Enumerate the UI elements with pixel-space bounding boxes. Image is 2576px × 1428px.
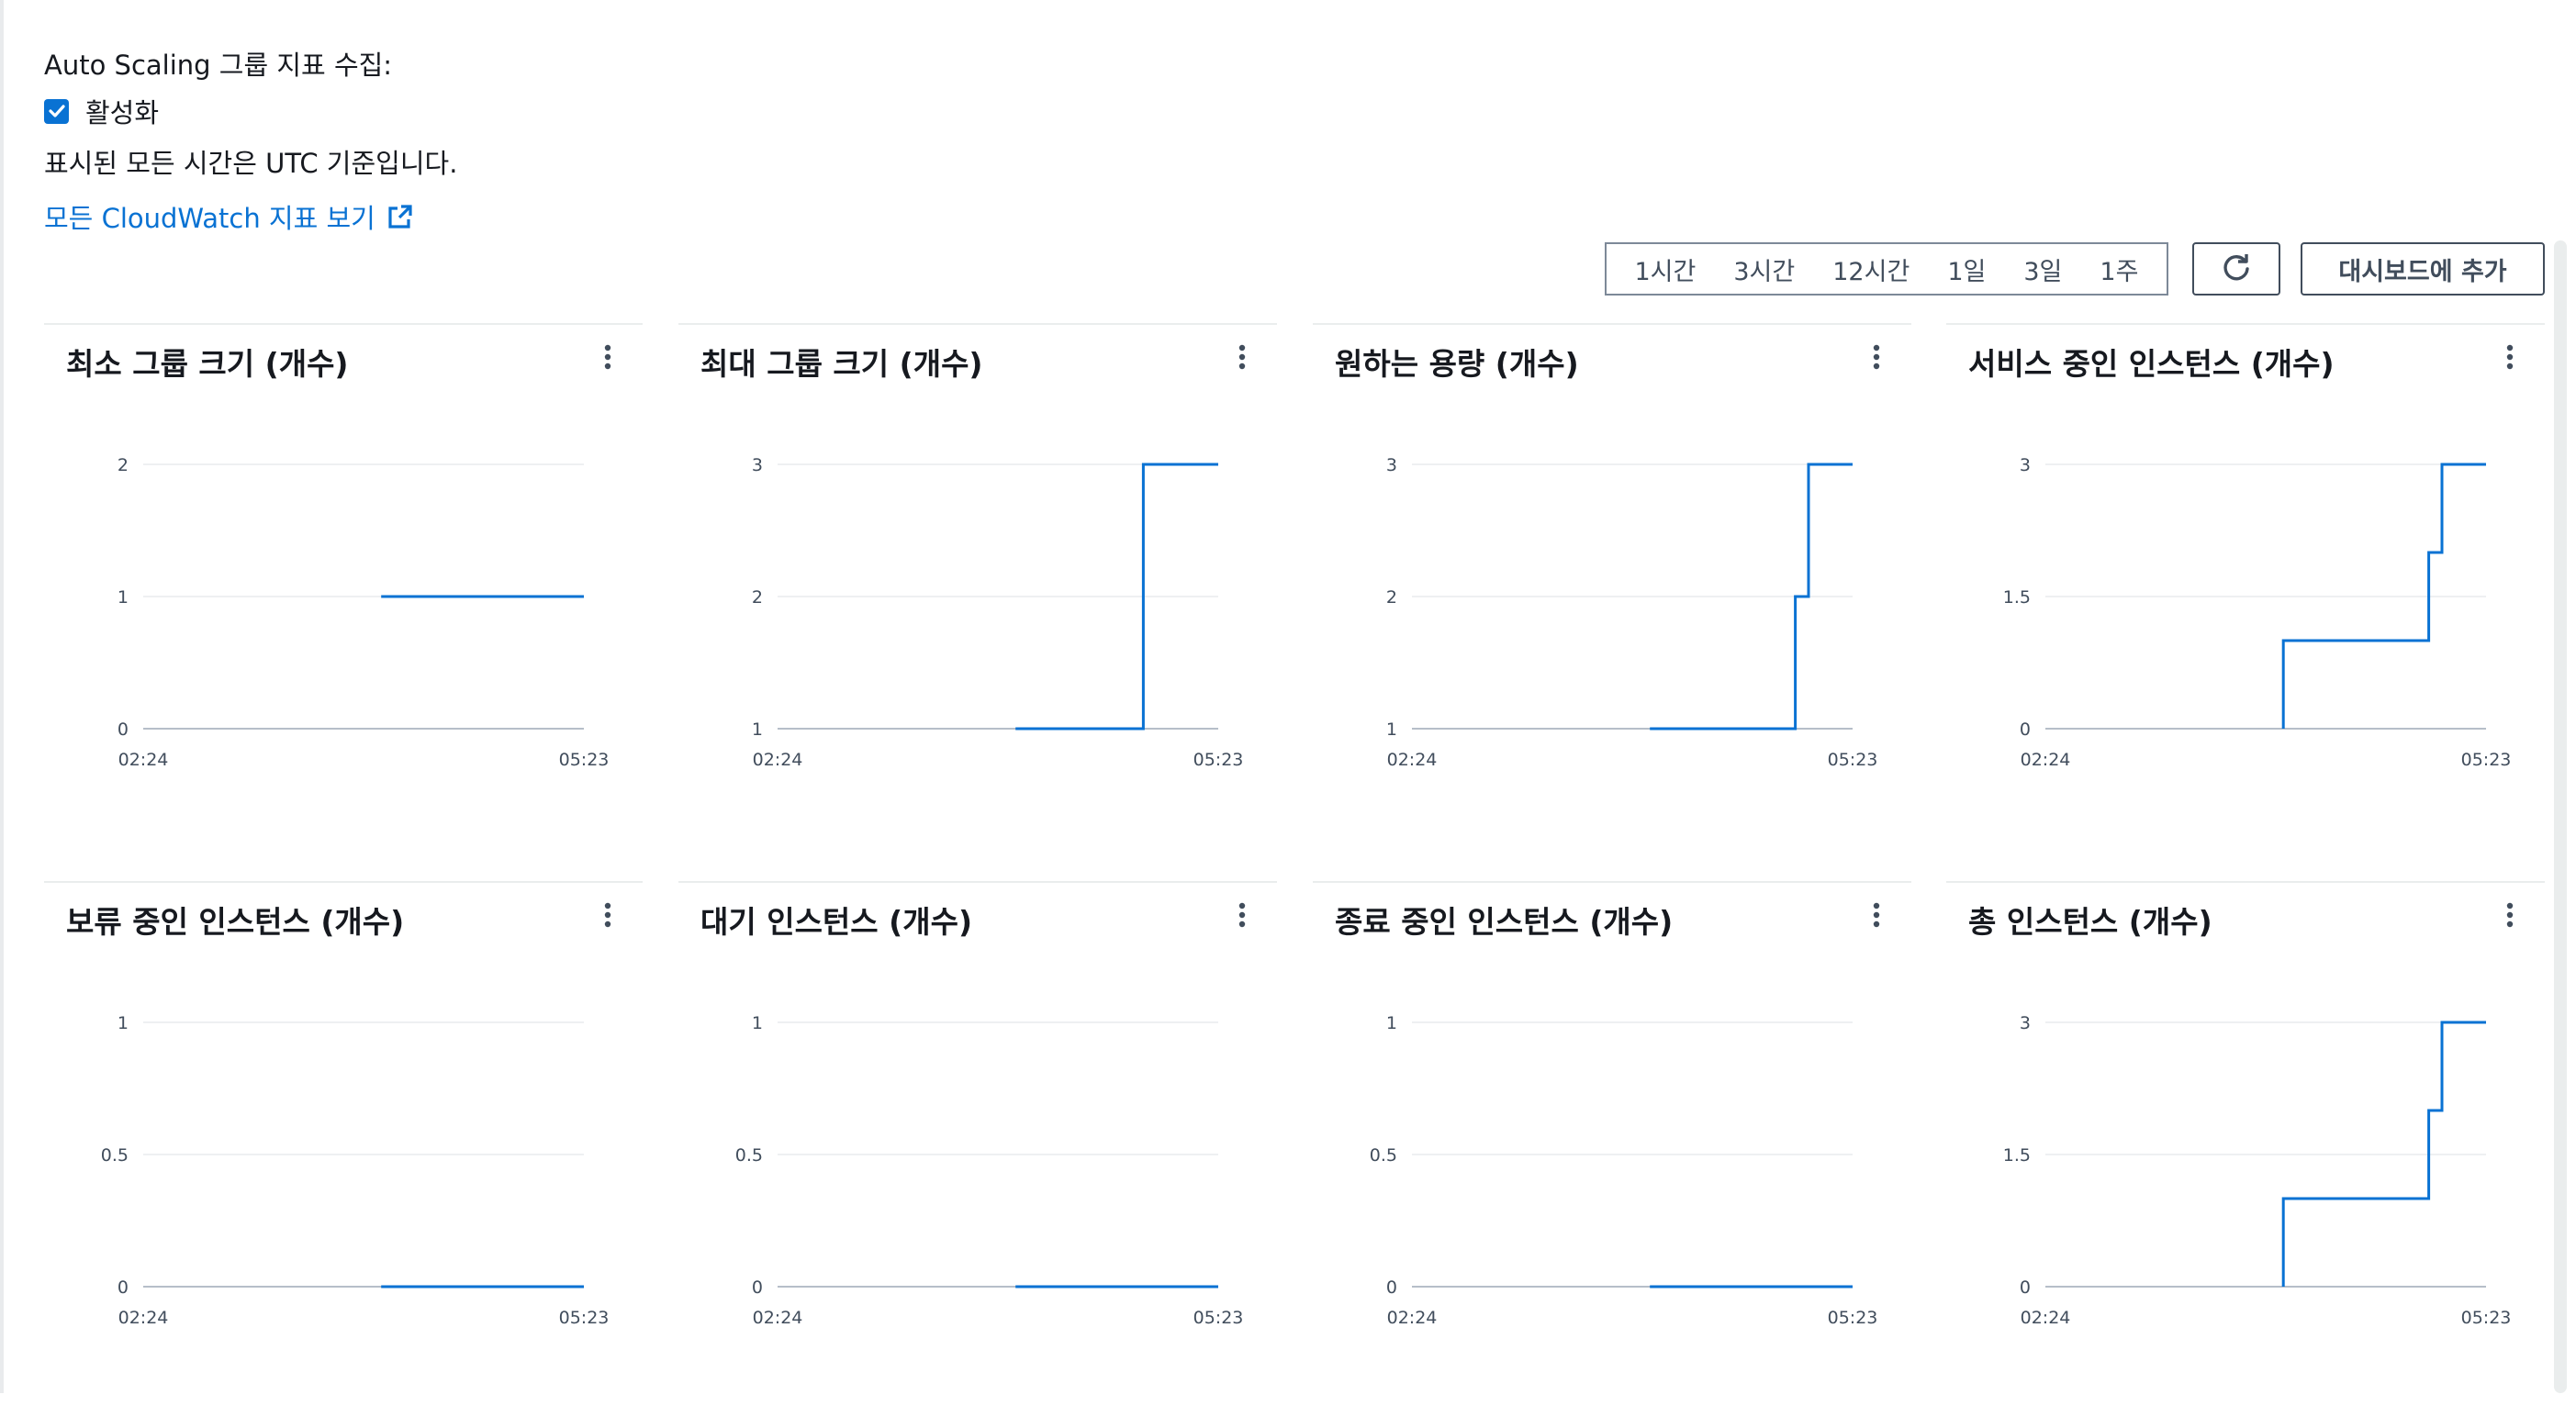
x-tick-label: 02:24 [753,1308,803,1328]
x-tick-label: 05:23 [1828,750,1878,770]
x-tick-label: 05:23 [559,750,610,770]
metric-widget: 0 0.5 1 02:24 05:23 종료 중인 인스턴스 (개수) [1313,881,1911,1428]
enabled-label: 활성화 [85,97,160,128]
cloudwatch-link-label: 모든 CloudWatch 지표 보기 [44,203,375,234]
series-line [2281,1021,2486,1287]
y-tick-label: 0 [2020,1277,2031,1298]
page-left-border [0,0,4,1393]
y-tick-label: 0.5 [1370,1145,1397,1166]
metric-widget: 1 2 3 02:24 05:23 원하는 용량 (개수) [1313,323,1911,870]
x-tick-label: 02:24 [2021,1308,2071,1328]
metrics-collection-toggle[interactable]: 활성화 [44,92,159,130]
x-tick-label: 05:23 [559,1308,610,1328]
kebab-menu-icon[interactable] [1867,343,1886,371]
y-tick-label: 0 [1386,1277,1397,1298]
range-1d[interactable]: 1일 [1947,257,1987,286]
widget-title: 최소 그룹 크기 (개수) [66,346,349,382]
y-tick-label: 3 [2020,1013,2031,1033]
y-tick-label: 1.5 [2003,587,2031,608]
refresh-icon [2223,254,2249,281]
metric-chart: 1 2 3 02:24 05:23 [752,455,1244,770]
kebab-menu-icon[interactable] [599,901,617,929]
y-tick-label: 1 [118,587,129,608]
y-tick-label: 0 [752,1277,763,1298]
series-line [2281,463,2486,729]
add-to-dashboard-button[interactable]: 대시보드에 추가 [2301,242,2545,296]
y-tick-label: 0 [2020,720,2031,740]
series-line [1650,463,1853,731]
metrics-collection-label: Auto Scaling 그룹 지표 수집: [44,50,393,81]
widget-title: 원하는 용량 (개수) [1335,346,1579,382]
metric-widget: 0 1.5 3 02:24 05:23 총 인스턴스 (개수) [1946,881,2545,1428]
kebab-menu-icon[interactable] [1233,901,1251,929]
scrollbar-track[interactable] [2554,240,2567,1393]
kebab-menu-icon[interactable] [1233,343,1251,371]
checkmark-icon [48,105,65,117]
y-tick-label: 1 [752,720,763,740]
metric-chart: 1 2 3 02:24 05:23 [1386,455,1878,770]
range-3h[interactable]: 3시간 [1733,257,1796,286]
refresh-button[interactable] [2192,242,2280,296]
external-link-icon [388,205,412,229]
y-tick-label: 0.5 [735,1145,763,1166]
range-1h[interactable]: 1시간 [1634,257,1697,286]
timezone-note: 표시된 모든 시간은 UTC 기준입니다. [44,148,458,179]
x-tick-label: 02:24 [2021,750,2071,770]
metric-widget: 0 1 2 02:24 05:23 최소 그룹 크기 (개수) [44,323,643,870]
time-range-selector: 1시간 3시간 12시간 1일 3일 1주 [1605,242,2168,296]
metric-chart: 0 1 2 02:24 05:23 [118,455,610,770]
widget-title: 대기 인스턴스 (개수) [700,904,973,940]
kebab-menu-icon[interactable] [599,343,617,371]
y-tick-label: 0 [118,720,129,740]
x-tick-label: 05:23 [2461,1308,2512,1328]
widget-title: 서비스 중인 인스턴스 (개수) [1968,346,2335,382]
metric-widget: 0 1.5 3 02:24 05:23 서비스 중인 인스턴스 (개수) [1946,323,2545,870]
range-3d[interactable]: 3일 [2023,257,2063,286]
x-tick-label: 02:24 [753,750,803,770]
x-tick-label: 05:23 [1193,1308,1244,1328]
metric-widget: 1 2 3 02:24 05:23 최대 그룹 크기 (개수) [678,323,1277,870]
y-tick-label: 2 [1386,587,1397,608]
range-1w[interactable]: 1주 [2100,257,2139,286]
widget-title: 최대 그룹 크기 (개수) [700,346,983,382]
metric-chart: 0 0.5 1 02:24 05:23 [101,1013,610,1328]
x-tick-label: 02:24 [1387,750,1438,770]
x-tick-label: 02:24 [1387,1308,1438,1328]
y-tick-label: 1 [118,1013,129,1033]
range-12h[interactable]: 12시간 [1832,257,1910,286]
y-tick-label: 1.5 [2003,1145,2031,1166]
kebab-menu-icon[interactable] [1867,901,1886,929]
y-tick-label: 3 [1386,455,1397,475]
metric-chart: 0 0.5 1 02:24 05:23 [1370,1013,1878,1328]
x-tick-label: 05:23 [1828,1308,1878,1328]
x-tick-label: 05:23 [1193,750,1244,770]
kebab-menu-icon[interactable] [2501,901,2519,929]
enabled-checkbox[interactable] [44,98,69,124]
y-tick-label: 3 [2020,455,2031,475]
y-tick-label: 1 [752,1013,763,1033]
cloudwatch-metrics-link[interactable]: 모든 CloudWatch 지표 보기 [44,197,414,236]
x-tick-label: 05:23 [2461,750,2512,770]
metric-chart: 0 0.5 1 02:24 05:23 [735,1013,1244,1328]
metric-widget: 0 0.5 1 02:24 05:23 대기 인스턴스 (개수) [678,881,1277,1428]
widget-title: 종료 중인 인스턴스 (개수) [1335,904,1674,940]
y-tick-label: 0.5 [101,1145,129,1166]
y-tick-label: 2 [118,455,129,475]
x-tick-label: 02:24 [118,750,169,770]
x-tick-label: 02:24 [118,1308,169,1328]
y-tick-label: 2 [752,587,763,608]
y-tick-label: 3 [752,455,763,475]
widget-title: 보류 중인 인스턴스 (개수) [66,904,405,940]
y-tick-label: 1 [1386,1013,1397,1033]
y-tick-label: 1 [1386,720,1397,740]
metric-chart: 0 1.5 3 02:24 05:23 [2003,1013,2512,1328]
widget-title: 총 인스턴스 (개수) [1968,904,2212,940]
series-line [1015,463,1218,731]
kebab-menu-icon[interactable] [2501,343,2519,371]
metric-widget: 0 0.5 1 02:24 05:23 보류 중인 인스턴스 (개수) [44,881,643,1428]
y-tick-label: 0 [118,1277,129,1298]
metric-chart: 0 1.5 3 02:24 05:23 [2003,455,2512,770]
